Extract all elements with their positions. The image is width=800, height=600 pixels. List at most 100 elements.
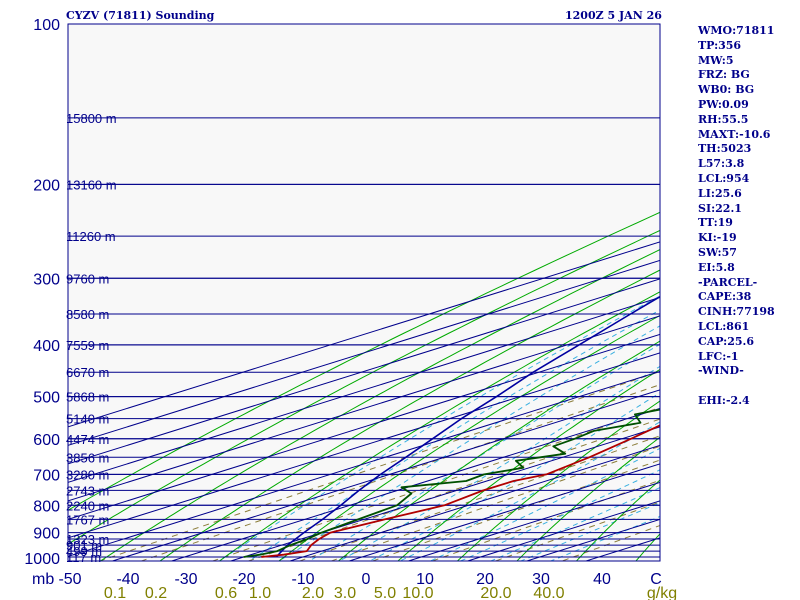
plot-frame <box>67 23 661 562</box>
temperature-tick-label: 0 <box>362 571 371 588</box>
moist-adiabat-line <box>338 365 660 561</box>
pressure-label: 300 <box>33 271 60 288</box>
temperature-tick-label: -30 <box>174 571 197 588</box>
dry-adiabat-line <box>516 436 660 561</box>
pressure-label: 600 <box>33 432 60 449</box>
index-value: KI:-19 <box>698 231 737 245</box>
mixing-ratio-tick-label: 2.0 <box>302 585 324 600</box>
index-value <box>698 379 798 394</box>
mixing-ratio-tick-label: g/kg <box>647 585 677 600</box>
grid-lines <box>68 211 660 561</box>
pressure-label: 700 <box>33 467 60 484</box>
isotherm-line <box>169 407 660 561</box>
height-label: 2743 m <box>66 483 109 498</box>
index-value: LFC:-1 <box>698 349 739 363</box>
height-label: 3280 m <box>66 467 109 482</box>
pressure-label: 800 <box>33 498 60 515</box>
isotherm-line <box>110 389 660 561</box>
mixing-ratio-tick-label: 3.0 <box>334 585 356 600</box>
dry-adiabat-line <box>337 340 660 561</box>
sounding-time: 1200Z 5 JAN 26 <box>565 9 662 22</box>
height-label: 6670 m <box>66 365 109 380</box>
temperature-tick-label: 40 <box>593 571 611 588</box>
isotherm-line <box>68 241 660 428</box>
mixing-ratio-tick-label: 40.0 <box>533 585 564 600</box>
index-value: LCL:954 <box>698 171 750 185</box>
mixing-ratio-line <box>371 459 660 561</box>
isotherm-line <box>347 463 660 561</box>
index-value: -WIND- <box>698 364 744 378</box>
dry-adiabat-line <box>456 400 660 561</box>
parcel-trace <box>275 295 660 558</box>
temperature-tick-label: C <box>650 571 662 588</box>
index-value: PW:0.09 <box>698 97 749 111</box>
index-value: EHI:-2.4 <box>698 393 750 407</box>
mixing-ratio-tick-label: 10.0 <box>402 585 433 600</box>
isotherm-line <box>68 352 660 539</box>
isotherm-line <box>288 444 660 561</box>
height-label: 8580 m <box>66 307 109 322</box>
temperature-tick-label: -50 <box>58 571 81 588</box>
dry-adiabat-line <box>159 269 660 561</box>
height-label: 5868 m <box>66 390 109 405</box>
index-value: -PARCEL- <box>698 275 758 289</box>
isobars <box>68 23 660 558</box>
dry-adiabat-line <box>68 211 660 511</box>
isotherm-line <box>68 259 660 446</box>
dry-adiabat-line <box>575 479 660 561</box>
moist-adiabat-line <box>398 421 660 561</box>
pressure-label: 200 <box>33 177 60 194</box>
isotherm-line <box>68 296 660 483</box>
temperature-tick-label: -40 <box>116 571 139 588</box>
dry-adiabat-line <box>99 249 660 561</box>
mixing-ratio-tick-label: 1.0 <box>249 585 271 600</box>
index-value: CAP:25.6 <box>698 334 755 348</box>
height-label: 13160 m <box>66 177 117 192</box>
index-value: CAPE:38 <box>698 290 752 304</box>
index-value: LCL:861 <box>698 319 750 333</box>
index-value: CINH:77198 <box>698 305 775 319</box>
mixing-ratio-line <box>247 418 660 561</box>
temperature-tick-label: -10 <box>291 571 314 588</box>
temperature-tick-label: 20 <box>476 571 494 588</box>
mixing-ratio-tick-label: 0.6 <box>215 585 237 600</box>
height-label: 1323 m <box>66 532 109 547</box>
height-label: 9760 m <box>66 271 109 286</box>
index-value: MAXT:-10.6 <box>698 127 771 141</box>
height-label: 3856 m <box>66 450 109 465</box>
mixing-ratio-line <box>139 384 660 561</box>
index-value: LI:25.6 <box>698 186 742 200</box>
index-value: EI:5.8 <box>698 260 735 274</box>
isotherm-line <box>68 333 660 520</box>
height-label: 499 m <box>66 544 102 559</box>
temperature-trace <box>261 424 660 558</box>
moist-adiabat-line <box>277 325 660 561</box>
index-value: TT:19 <box>698 216 733 230</box>
profiles <box>243 295 660 558</box>
height-label: 4474 m <box>66 432 109 447</box>
moist-adiabat-line <box>459 469 660 561</box>
index-value: FRZ: BG <box>698 68 750 82</box>
index-value: SI:22.1 <box>698 201 742 215</box>
height-label: 901 m <box>66 538 102 553</box>
plot-area <box>68 24 660 561</box>
pressure-label: 1000 <box>24 551 60 568</box>
height-label: 7559 m <box>66 338 109 353</box>
height-label: 5140 m <box>66 412 109 427</box>
height-label: 117 m <box>66 550 101 565</box>
index-value: RH:55.5 <box>698 112 749 126</box>
moist-adiabat-line <box>368 392 660 561</box>
isotherm-line <box>68 370 660 557</box>
dry-adiabat-line <box>278 314 660 561</box>
index-value: L57:3.8 <box>698 157 745 171</box>
index-value: MW:5 <box>698 53 734 67</box>
isotherm-line <box>68 315 660 502</box>
height-label: 15800 m <box>66 111 117 126</box>
x-unit-label: mb <box>32 571 54 588</box>
dry-adiabat-line <box>397 368 660 561</box>
height-label: 1767 m <box>66 512 109 527</box>
temperature-tick-label: 10 <box>416 571 434 588</box>
temperature-tick-label: 30 <box>532 571 550 588</box>
index-value: WMO:71811 <box>698 24 775 37</box>
